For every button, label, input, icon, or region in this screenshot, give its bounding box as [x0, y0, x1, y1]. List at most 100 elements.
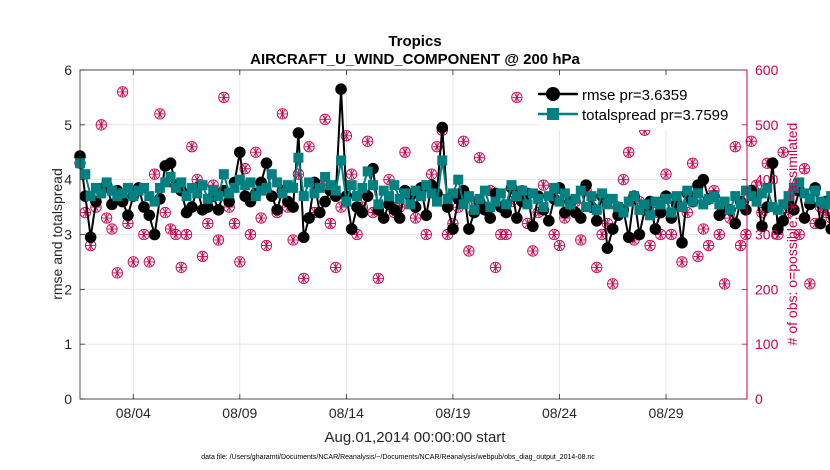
- totalspread-point: [810, 185, 821, 196]
- obs-assimilated-point: [261, 240, 272, 251]
- totalspread-point: [144, 191, 155, 202]
- totalspread-point: [607, 193, 618, 204]
- totalspread-point: [565, 199, 576, 210]
- rmse-point: [772, 223, 784, 235]
- obs-possible-point: [548, 228, 560, 241]
- totalspread-point: [298, 191, 309, 202]
- obs-assimilated-point: [421, 229, 431, 240]
- obs-assimilated-point: [794, 229, 804, 240]
- totalspread-point: [554, 196, 565, 207]
- obs-assimilated-point: [688, 158, 698, 168]
- rmse-point: [756, 220, 768, 233]
- obs-possible-point: [340, 130, 353, 142]
- y-tick-label-right: 300: [755, 227, 779, 243]
- obs-possible-point: [276, 108, 289, 120]
- totalspread-point: [149, 196, 160, 207]
- obs-possible-point: [287, 234, 299, 246]
- obs-assimilated-point: [618, 175, 629, 185]
- rmse-point: [729, 217, 742, 230]
- obs-assimilated-point: [704, 240, 714, 251]
- obs-assimilated-point: [320, 114, 330, 124]
- obs-possible-point: [729, 141, 741, 153]
- totalspread-point: [101, 177, 112, 188]
- obs-assimilated-point: [501, 229, 511, 240]
- obs-possible-point: [511, 91, 523, 104]
- totalspread-point: [724, 204, 735, 215]
- x-tick-label: 08/29: [648, 405, 683, 421]
- rmse-point: [388, 204, 401, 216]
- obs-assimilated-point: [528, 246, 538, 256]
- x-tick-label: 08/14: [329, 405, 364, 421]
- totalspread-point: [293, 152, 304, 163]
- totalspread-point: [218, 169, 229, 180]
- totalspread-point: [597, 188, 608, 199]
- obs-possible-point: [346, 168, 358, 180]
- obs-possible-point: [553, 239, 566, 252]
- rmse-point: [676, 236, 688, 249]
- rmse-point: [559, 206, 571, 219]
- totalspread-point: [224, 188, 235, 199]
- totalspread-point: [804, 193, 815, 204]
- obs-possible-point: [335, 201, 347, 213]
- obs-possible-point: [255, 212, 267, 224]
- totalspread-point: [154, 182, 165, 193]
- rmse-point: [441, 201, 454, 213]
- obs-assimilated-point: [432, 142, 442, 152]
- obs-assimilated-point: [554, 240, 565, 251]
- rmse-point: [148, 228, 161, 241]
- legend-totalspread-marker: [547, 108, 559, 120]
- totalspread-point: [405, 199, 416, 210]
- y-tick-label-right: 400: [755, 172, 779, 188]
- obs-assimilated-point: [549, 229, 559, 240]
- footnote-data-file: data file: /Users/gharamti/Documents/NCA…: [201, 454, 595, 461]
- totalspread-point: [479, 185, 490, 196]
- totalspread-point: [106, 185, 117, 196]
- totalspread-point: [165, 171, 176, 182]
- obs-possible-point: [623, 146, 635, 158]
- y-tick-label-left: 2: [64, 281, 72, 297]
- obs-assimilated-point: [464, 246, 474, 256]
- obs-assimilated-point: [666, 229, 676, 240]
- x-tick-label: 08/19: [435, 405, 470, 421]
- totalspread-point: [240, 180, 251, 191]
- totalspread-point: [197, 180, 208, 191]
- totalspread-point: [181, 191, 192, 202]
- obs-possible-point: [681, 206, 693, 219]
- totalspread-point: [666, 207, 677, 218]
- totalspread-point: [256, 185, 267, 196]
- obs-assimilated-point: [736, 240, 746, 251]
- totalspread-point: [336, 155, 347, 166]
- rmse-point: [292, 127, 305, 139]
- totalspread-point: [170, 182, 181, 193]
- obs-possible-point: [463, 245, 475, 257]
- totalspread-point: [815, 196, 826, 207]
- obs-possible-point: [260, 239, 273, 252]
- totalspread-point: [506, 180, 517, 191]
- x-tick-label: 08/04: [116, 405, 151, 421]
- totalspread-point: [160, 177, 171, 188]
- totalspread-point: [357, 182, 368, 193]
- obs-assimilated-point: [139, 229, 149, 240]
- obs-possible-point: [527, 245, 539, 257]
- totalspread-point: [399, 188, 410, 199]
- totalspread-point: [495, 188, 506, 199]
- y-tick-label-right: 100: [755, 336, 779, 352]
- obs-assimilated-point: [373, 273, 383, 283]
- obs-assimilated-point: [746, 136, 756, 146]
- obs-possible-point: [111, 267, 123, 279]
- totalspread-point: [517, 185, 528, 196]
- totalspread-point: [229, 182, 240, 193]
- obs-assimilated-point: [107, 224, 117, 234]
- rmse-point: [202, 201, 214, 213]
- rmse-point: [106, 198, 118, 211]
- rmse-point: [319, 195, 331, 208]
- y-tick-label-left: 6: [64, 62, 72, 78]
- obs-possible-point: [537, 179, 550, 191]
- obs-possible-point: [687, 157, 699, 169]
- obs-assimilated-point: [118, 87, 128, 97]
- rmse-point: [590, 214, 603, 227]
- obs-possible-point: [218, 91, 230, 104]
- y-tick-label-left: 3: [64, 227, 72, 243]
- rmse-point: [265, 190, 278, 202]
